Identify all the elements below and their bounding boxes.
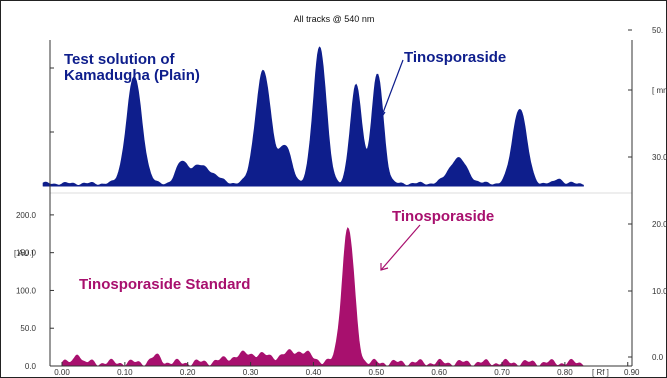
test-solution-label-line-2: Kamadugha (Plain) (64, 67, 200, 84)
right-tick-label: 50. (652, 26, 663, 35)
test-solution-label-line-1: Test solution of (64, 51, 176, 68)
test-solution-trace (42, 46, 584, 187)
x-tick-label: 0.40 (306, 368, 322, 377)
y-tick-label: 100.0 (16, 286, 37, 295)
tinosporaside-arrowhead-standard (380, 263, 389, 271)
x-axis-label: [ Rf ] (592, 368, 609, 377)
y-axis-label: [ AU ] (14, 249, 34, 258)
x-tick-label: 0.90 (624, 368, 640, 377)
x-tick-label: 0.20 (180, 368, 196, 377)
right-tick-label: 30.0 (652, 153, 667, 162)
right-tick-label: 0.0 (652, 353, 664, 362)
tinosporaside-arrow-standard (380, 224, 421, 271)
y-tick-label: 50.0 (20, 324, 36, 333)
standard-trace (61, 227, 585, 367)
x-tick-label: 0.10 (117, 368, 133, 377)
x-tick-label: 0.60 (431, 368, 447, 377)
x-tick-label: 0.70 (494, 368, 510, 377)
x-tick-label: 0.80 (557, 368, 573, 377)
right-tick-label: 20.0 (652, 220, 667, 229)
chart-title: All tracks @ 540 nm (294, 14, 375, 24)
right-tick-label: [ mm ] (652, 86, 667, 95)
y-tick-label: 200.0 (16, 211, 37, 220)
tinosporaside-arrow-test (380, 59, 404, 119)
tinosporaside-annotation-standard: Tinosporaside (392, 208, 494, 225)
tinosporaside-arrowhead-test (376, 111, 386, 120)
y-tick-label: 0.0 (25, 362, 37, 371)
right-tick-label: 10.0 (652, 287, 667, 296)
x-tick-label: 0.50 (369, 368, 385, 377)
x-tick-label: 0.30 (243, 368, 259, 377)
x-tick-label: 0.00 (54, 368, 70, 377)
standard-series-label: Tinosporaside Standard (79, 276, 250, 293)
y-tick-label: 150.0 (16, 249, 37, 258)
tinosporaside-annotation-test: Tinosporaside (404, 49, 506, 66)
